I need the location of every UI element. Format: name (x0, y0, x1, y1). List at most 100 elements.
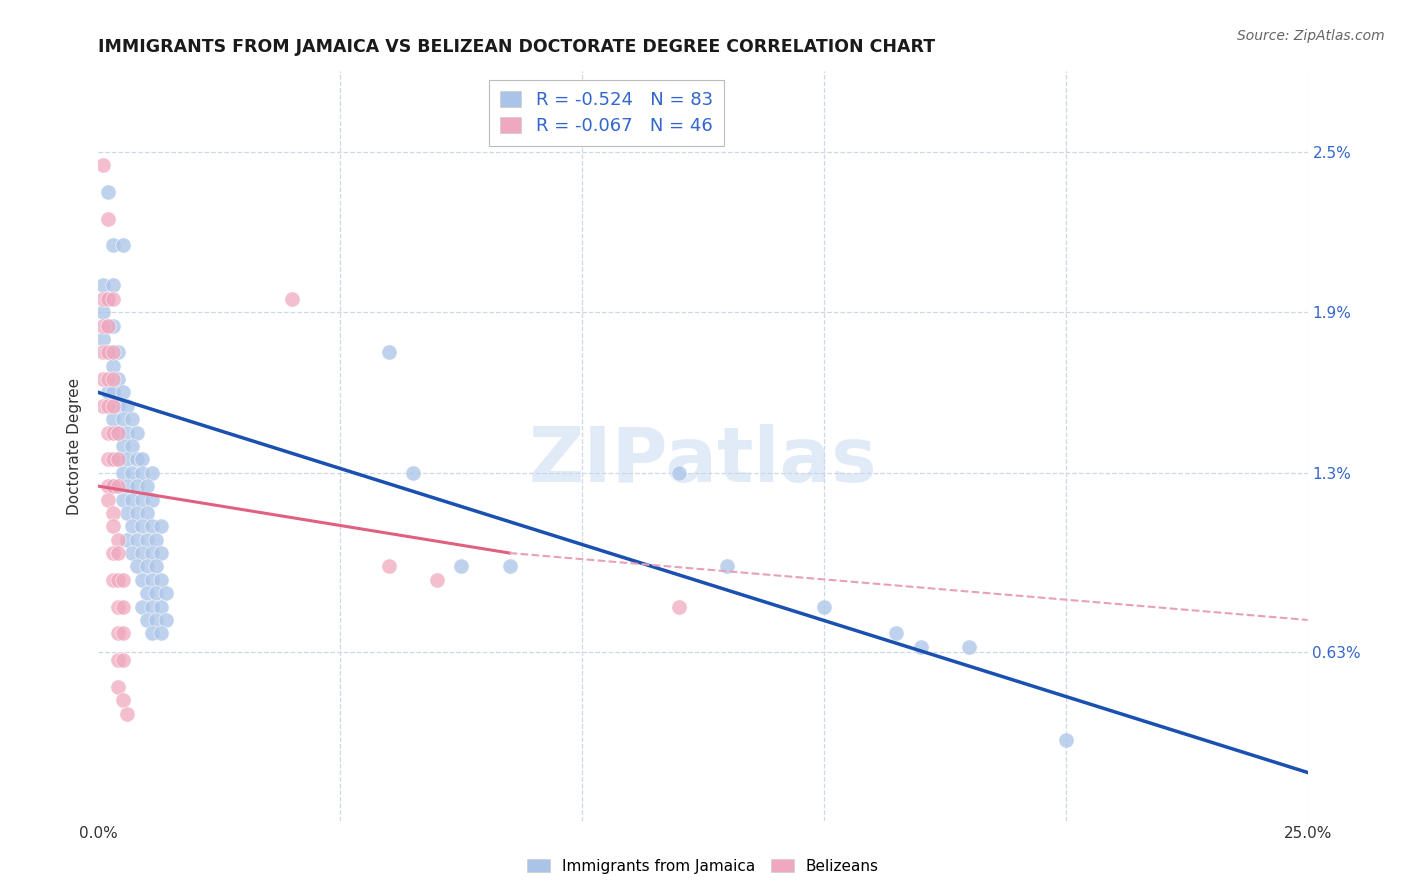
Point (97, 372, 120, 386)
Point (141, 599, 163, 614)
Point (107, 479, 129, 493)
Point (1054, 733, 1077, 747)
Point (127, 425, 149, 440)
Point (121, 519, 143, 533)
Point (135, 613, 157, 627)
Point (91, 292, 114, 306)
Point (101, 318, 124, 333)
Point (668, 466, 690, 480)
Point (97, 345, 120, 359)
Point (121, 546, 143, 560)
Point (117, 452, 139, 467)
Point (150, 546, 173, 560)
Point (101, 345, 124, 359)
Point (121, 412, 143, 426)
Point (117, 425, 139, 440)
Legend: R = -0.524   N = 83, R = -0.067   N = 46: R = -0.524 N = 83, R = -0.067 N = 46 (489, 80, 724, 145)
Point (150, 599, 173, 614)
Point (111, 385, 134, 400)
Point (135, 586, 157, 600)
Point (91, 305, 114, 319)
Point (135, 506, 157, 520)
Point (127, 479, 149, 493)
Y-axis label: Doctorate Degree: Doctorate Degree (67, 377, 83, 515)
Point (145, 613, 167, 627)
Point (150, 626, 173, 640)
Point (97, 492, 120, 507)
Point (91, 399, 114, 413)
Point (141, 466, 163, 480)
Point (957, 640, 980, 654)
Point (145, 559, 167, 574)
Point (97, 345, 120, 359)
Point (91, 332, 114, 346)
Point (117, 533, 139, 547)
Point (131, 466, 153, 480)
Text: IMMIGRANTS FROM JAMAICA VS BELIZEAN DOCTORATE DEGREE CORRELATION CHART: IMMIGRANTS FROM JAMAICA VS BELIZEAN DOCT… (98, 38, 935, 56)
Point (101, 292, 124, 306)
Point (141, 573, 163, 587)
Point (117, 706, 139, 721)
Point (111, 439, 134, 453)
Point (145, 586, 167, 600)
Point (107, 425, 129, 440)
Point (145, 533, 167, 547)
Point (107, 653, 129, 667)
Point (91, 158, 114, 172)
Point (107, 452, 129, 467)
Point (101, 452, 124, 467)
Point (101, 412, 124, 426)
Point (155, 613, 177, 627)
Point (107, 599, 129, 614)
Point (127, 506, 149, 520)
Point (150, 519, 173, 533)
Point (97, 318, 120, 333)
Point (91, 278, 114, 293)
Point (97, 452, 120, 467)
Point (107, 425, 129, 440)
Point (117, 399, 139, 413)
Point (107, 573, 129, 587)
Point (111, 412, 134, 426)
Point (101, 238, 124, 252)
Point (107, 372, 129, 386)
Text: ZIPatlas: ZIPatlas (529, 424, 877, 498)
Point (101, 479, 124, 493)
Point (135, 559, 157, 574)
Point (111, 599, 134, 614)
Point (377, 559, 399, 574)
Point (101, 546, 124, 560)
Point (97, 479, 120, 493)
Point (107, 399, 129, 413)
Point (498, 559, 520, 574)
Point (101, 573, 124, 587)
Point (97, 399, 120, 413)
Point (97, 292, 120, 306)
Point (450, 559, 472, 574)
Point (141, 519, 163, 533)
Point (131, 452, 153, 467)
Point (101, 372, 124, 386)
Point (155, 586, 177, 600)
Point (127, 452, 149, 467)
Point (111, 626, 134, 640)
Point (97, 385, 120, 400)
Point (716, 559, 738, 574)
Point (141, 626, 163, 640)
Point (131, 599, 153, 614)
Point (101, 479, 124, 493)
Point (117, 479, 139, 493)
Point (101, 399, 124, 413)
Point (111, 573, 134, 587)
Point (121, 466, 143, 480)
Point (107, 546, 129, 560)
Point (101, 519, 124, 533)
Point (141, 492, 163, 507)
Point (886, 626, 908, 640)
Point (91, 345, 114, 359)
Point (150, 573, 173, 587)
Point (107, 345, 129, 359)
Point (131, 492, 153, 507)
Point (813, 599, 835, 614)
Point (131, 546, 153, 560)
